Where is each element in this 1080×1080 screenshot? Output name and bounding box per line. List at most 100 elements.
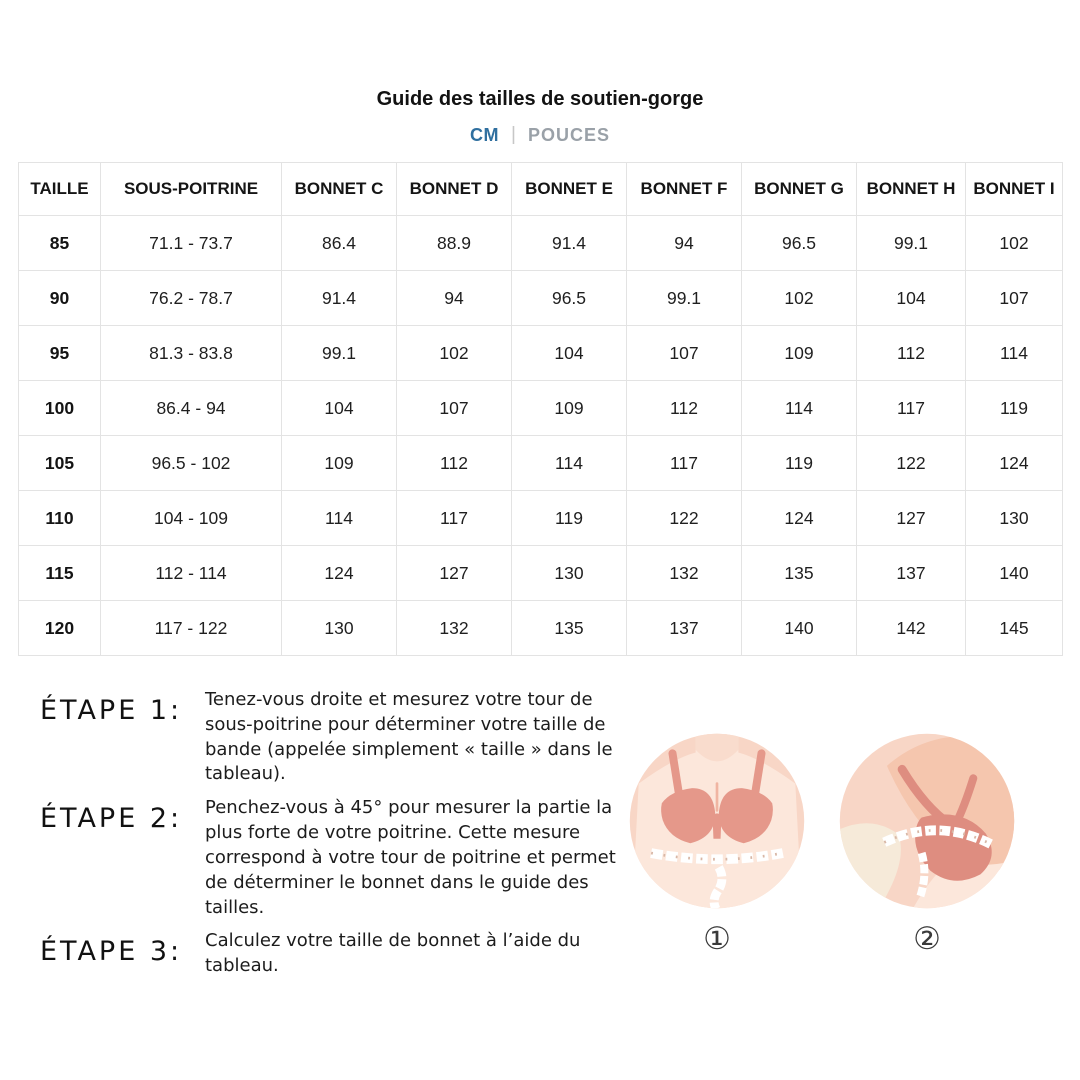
- measure-cell: 112: [396, 435, 512, 491]
- table-row: 120 117 - 122 130 132 135 137 140 142 145: [18, 600, 1063, 656]
- measure-cell: 124: [965, 435, 1063, 491]
- table-body: 85 71.1 - 73.7 86.4 88.9 91.4 94 96.5 99.1 102 90…: [18, 215, 1063, 656]
- measure-cell: 71.1 - 73.7: [100, 215, 282, 271]
- measure-cell: 117: [626, 435, 742, 491]
- measure-cell: 109: [281, 435, 397, 491]
- measure-cell: 112: [856, 325, 966, 381]
- table-row: 85 71.1 - 73.7 86.4 88.9 91.4 94 96.5 99.1 102: [18, 215, 1063, 271]
- measure-cell: 124: [741, 490, 857, 546]
- table-row: 90 76.2 - 78.7 91.4 94 96.5 99.1 102 104 107: [18, 270, 1063, 326]
- measuring-steps: ÉTAPE 1: Tenez-vous droite et mesurez vo…: [40, 688, 625, 979]
- column-header: BONNET I: [965, 162, 1063, 216]
- unit-toggle: CM | POUCES: [0, 124, 1080, 146]
- figure-2-number: ②: [913, 921, 941, 957]
- measure-cell: 140: [741, 600, 857, 656]
- measure-cell: 96.5 - 102: [100, 435, 282, 491]
- measure-cell: 107: [626, 325, 742, 381]
- table-header-row: TAILLE SOUS-POITRINE BONNET C BONNET D BONNE…: [18, 162, 1063, 216]
- measure-cell: 102: [741, 270, 857, 326]
- column-header: BONNET F: [626, 162, 742, 216]
- table-row: 95 81.3 - 83.8 99.1 102 104 107 109 112 114: [18, 325, 1063, 381]
- table-row: 115 112 - 114 124 127 130 132 135 137 140: [18, 545, 1063, 601]
- measure-cell: 91.4: [511, 215, 627, 271]
- size-cell: 90: [18, 270, 101, 326]
- step-2-label: ÉTAPE 2:: [40, 803, 183, 835]
- measure-cell: 119: [741, 435, 857, 491]
- measure-cell: 142: [856, 600, 966, 656]
- measure-cell: 86.4: [281, 215, 397, 271]
- measure-cell: 91.4: [281, 270, 397, 326]
- column-header: BONNET D: [396, 162, 512, 216]
- measure-cell: 99.1: [856, 215, 966, 271]
- measure-cell: 130: [511, 545, 627, 601]
- bra-size-table: TAILLE SOUS-POITRINE BONNET C BONNET D BONNE…: [18, 162, 1063, 656]
- measure-cell: 114: [965, 325, 1063, 381]
- measure-cell: 114: [511, 435, 627, 491]
- measure-cell: 94: [396, 270, 512, 326]
- measure-cell: 137: [856, 545, 966, 601]
- measure-cell: 104 - 109: [100, 490, 282, 546]
- size-cell: 110: [18, 490, 101, 546]
- measure-cell: 86.4 - 94: [100, 380, 282, 436]
- measure-cell: 102: [965, 215, 1063, 271]
- step-1-label: ÉTAPE 1:: [40, 695, 183, 726]
- column-header: BONNET E: [511, 162, 627, 216]
- measure-cell: 122: [856, 435, 966, 491]
- measure-cell: 88.9: [396, 215, 512, 271]
- column-header: TAILLE: [18, 162, 101, 216]
- measure-cell: 119: [965, 380, 1063, 436]
- column-header: BONNET G: [741, 162, 857, 216]
- measure-cell: 130: [281, 600, 397, 656]
- measure-cell: 132: [396, 600, 512, 656]
- measure-cell: 119: [511, 490, 627, 546]
- unit-pouces-tab[interactable]: POUCES: [527, 124, 610, 145]
- step-3-label: ÉTAPE 3:: [40, 936, 183, 968]
- figure-underbust-measure: ①: [628, 732, 806, 955]
- figure-bust-measure: ②: [838, 732, 1016, 955]
- measure-cell: 114: [741, 380, 857, 436]
- measure-cell: 132: [626, 545, 742, 601]
- measure-cell: 104: [281, 380, 397, 436]
- table-row: 100 86.4 - 94 104 107 109 112 114 117 119: [18, 380, 1063, 436]
- size-cell: 95: [18, 325, 101, 381]
- step-1-text: Tenez-vous droite et mesurez votre tour …: [205, 689, 613, 785]
- step-3-text: Calculez votre taille de bonnet à l’aide…: [205, 930, 581, 977]
- measure-cell: 117: [396, 490, 512, 546]
- table-row: 110 104 - 109 114 117 119 122 124 127 130: [18, 490, 1063, 546]
- measure-cell: 107: [965, 270, 1063, 326]
- measure-cell: 112 - 114: [100, 545, 282, 601]
- bust-measure-illustration-icon: [838, 732, 1016, 910]
- measure-cell: 127: [856, 490, 966, 546]
- measure-cell: 112: [626, 380, 742, 436]
- measure-cell: 135: [511, 600, 627, 656]
- step-3: ÉTAPE 3: Calculez votre taille de bonnet…: [40, 929, 625, 979]
- size-cell: 120: [18, 600, 101, 656]
- measure-cell: 81.3 - 83.8: [100, 325, 282, 381]
- measure-cell: 102: [396, 325, 512, 381]
- measure-cell: 135: [741, 545, 857, 601]
- measure-cell: 99.1: [281, 325, 397, 381]
- column-header: BONNET H: [856, 162, 966, 216]
- size-cell: 100: [18, 380, 101, 436]
- measurement-illustrations: ①: [628, 732, 1016, 955]
- measure-cell: 117 - 122: [100, 600, 282, 656]
- step-2: ÉTAPE 2: Penchez-vous à 45° pour mesurer…: [40, 796, 625, 920]
- unit-toggle-divider: |: [511, 124, 516, 145]
- table-row: 105 96.5 - 102 109 112 114 117 119 122 124: [18, 435, 1063, 491]
- measure-cell: 96.5: [511, 270, 627, 326]
- figure-1-number: ①: [703, 921, 731, 957]
- measure-cell: 94: [626, 215, 742, 271]
- column-header: BONNET C: [281, 162, 397, 216]
- measure-cell: 124: [281, 545, 397, 601]
- measure-cell: 122: [626, 490, 742, 546]
- measure-cell: 140: [965, 545, 1063, 601]
- unit-cm-tab[interactable]: CM: [470, 124, 500, 145]
- size-cell: 115: [18, 545, 101, 601]
- measure-cell: 76.2 - 78.7: [100, 270, 282, 326]
- measure-cell: 127: [396, 545, 512, 601]
- measure-cell: 117: [856, 380, 966, 436]
- measure-cell: 99.1: [626, 270, 742, 326]
- measure-cell: 96.5: [741, 215, 857, 271]
- measure-cell: 137: [626, 600, 742, 656]
